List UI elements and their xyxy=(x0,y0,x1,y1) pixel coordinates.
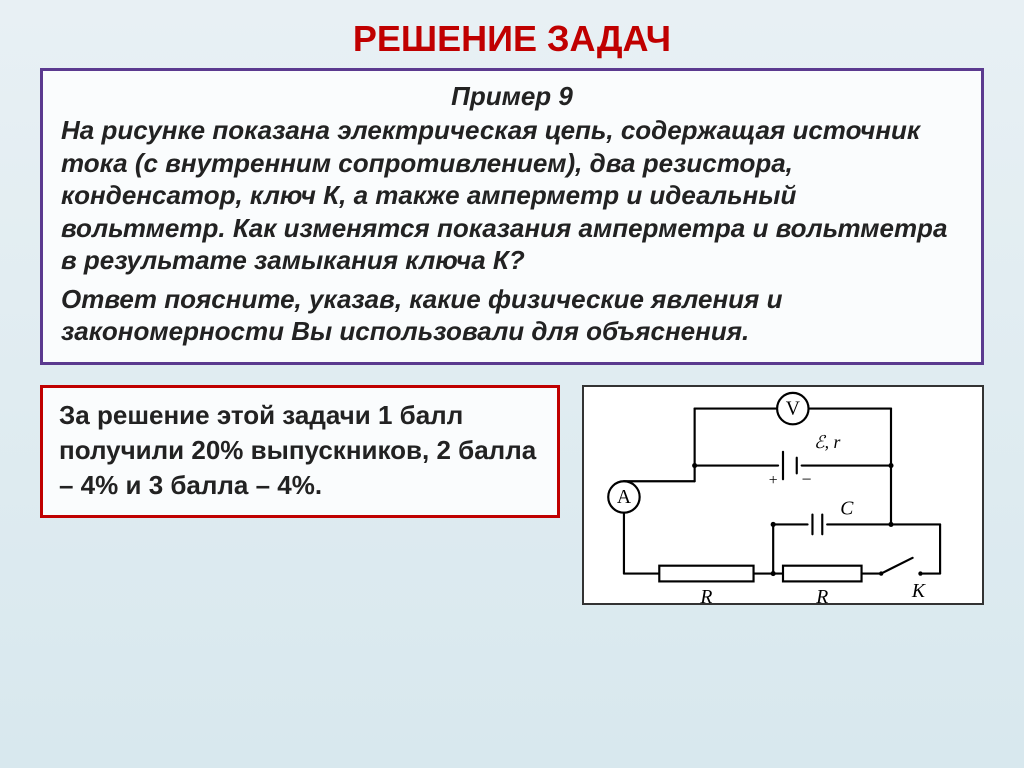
svg-text:A: A xyxy=(617,486,632,507)
circuit-diagram: V ℰ, r + − A R C R K xyxy=(582,385,984,605)
svg-text:K: K xyxy=(911,581,926,602)
stats-text: За решение этой задачи 1 балл получили 2… xyxy=(59,398,541,503)
bottom-row: За решение этой задачи 1 балл получили 2… xyxy=(40,385,984,605)
svg-text:R: R xyxy=(699,587,712,603)
circuit-svg: V ℰ, r + − A R C R K xyxy=(584,387,982,603)
page-title: РЕШЕНИЕ ЗАДАЧ xyxy=(0,0,1024,68)
svg-text:C: C xyxy=(840,498,854,519)
example-label: Пример 9 xyxy=(61,81,963,112)
svg-text:R: R xyxy=(815,587,828,603)
svg-text:ℰ, r: ℰ, r xyxy=(814,431,841,451)
answer-prompt: Ответ поясните, указав, какие физические… xyxy=(61,283,963,348)
problem-text: На рисунке показана электрическая цепь, … xyxy=(61,114,963,277)
svg-text:+: + xyxy=(769,472,778,489)
problem-box: Пример 9 На рисунке показана электрическ… xyxy=(40,68,984,365)
stats-box: За решение этой задачи 1 балл получили 2… xyxy=(40,385,560,518)
svg-text:−: − xyxy=(802,469,812,489)
svg-text:V: V xyxy=(786,398,800,419)
